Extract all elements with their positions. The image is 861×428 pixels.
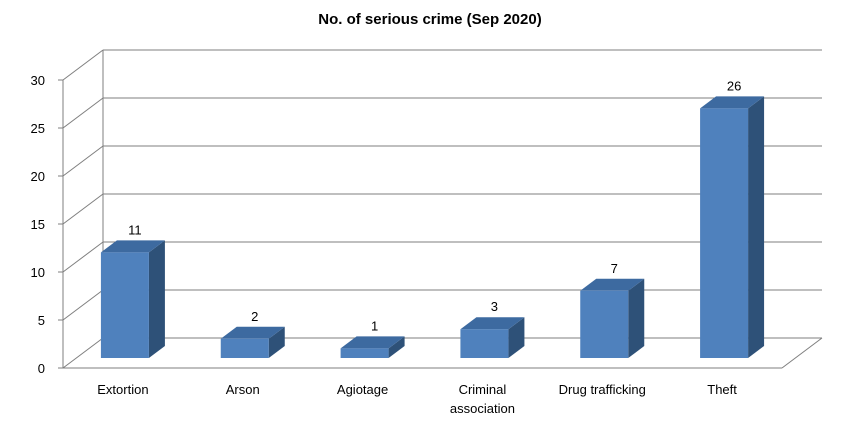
y-tick-label: 15 <box>31 217 45 232</box>
bar <box>100 252 149 358</box>
bar-group <box>460 317 525 358</box>
bar-side <box>628 278 645 358</box>
floor-right-edge <box>781 337 823 369</box>
y-tick-label: 30 <box>31 73 45 88</box>
x-tick-label-line: Arson <box>226 382 260 397</box>
bar-side <box>748 96 765 359</box>
bar-side <box>148 240 165 358</box>
y-tick-label: 10 <box>31 265 45 280</box>
bar-top <box>220 326 285 339</box>
bar <box>340 348 389 358</box>
gridline-diagonal <box>62 193 104 225</box>
bar <box>580 290 629 358</box>
y-axis-ticks: 0 5 10 15 20 25 30 <box>31 73 45 376</box>
bar-side <box>268 326 285 358</box>
x-tick-label: Drug trafficking <box>559 382 646 397</box>
gridline-diagonal <box>62 289 104 321</box>
bar-group <box>220 326 285 358</box>
bar-group <box>700 96 765 359</box>
x-tick-label-line: association <box>450 401 515 416</box>
data-label: 2 <box>251 309 258 324</box>
bar-top <box>460 317 525 330</box>
y-tick-label: 20 <box>31 169 45 184</box>
bar-side <box>508 317 525 358</box>
y-tick-label: 0 <box>38 361 45 376</box>
bar-top <box>340 336 405 349</box>
bar-top <box>700 96 765 109</box>
x-axis-labels: Extortion Arson Agiotage Criminal associatio… <box>97 382 737 416</box>
bars <box>100 96 765 359</box>
chart-title: No. of serious crime (Sep 2020) <box>318 11 541 28</box>
y-tick-label: 5 <box>38 313 45 328</box>
x-tick-label-line: Agiotage <box>337 382 388 397</box>
gridline-diagonal <box>62 145 104 177</box>
bar <box>700 108 749 359</box>
x-tick-label-line: Drug trafficking <box>559 382 646 397</box>
x-tick-label: Arson <box>226 382 260 397</box>
data-labels: 11 2 1 3 7 26 <box>128 78 741 333</box>
bar-side <box>388 336 405 358</box>
bar-top <box>100 240 165 253</box>
y-tick-label: 25 <box>31 121 45 136</box>
x-tick-label: Criminal association <box>450 382 515 416</box>
x-tick-label-line: Theft <box>707 382 737 397</box>
gridline-diagonal <box>62 241 104 273</box>
bar-group <box>580 278 645 358</box>
x-tick-label: Theft <box>707 382 737 397</box>
bar-group <box>100 240 165 358</box>
data-label: 11 <box>128 222 142 237</box>
bar <box>220 338 269 358</box>
gridline-diagonal <box>62 337 104 369</box>
gridline-diagonal <box>62 49 104 81</box>
data-label: 3 <box>491 299 498 314</box>
bar <box>460 329 509 358</box>
x-tick-label-line: Extortion <box>97 382 148 397</box>
bar-top <box>580 278 645 291</box>
gridline-diagonal <box>62 97 104 129</box>
x-tick-label: Agiotage <box>337 382 388 397</box>
data-label: 7 <box>611 261 618 276</box>
data-label: 1 <box>371 318 378 333</box>
x-tick-label-line: Criminal <box>459 382 507 397</box>
x-tick-label: Extortion <box>97 382 148 397</box>
data-label: 26 <box>727 78 741 93</box>
bar-group <box>340 336 405 358</box>
